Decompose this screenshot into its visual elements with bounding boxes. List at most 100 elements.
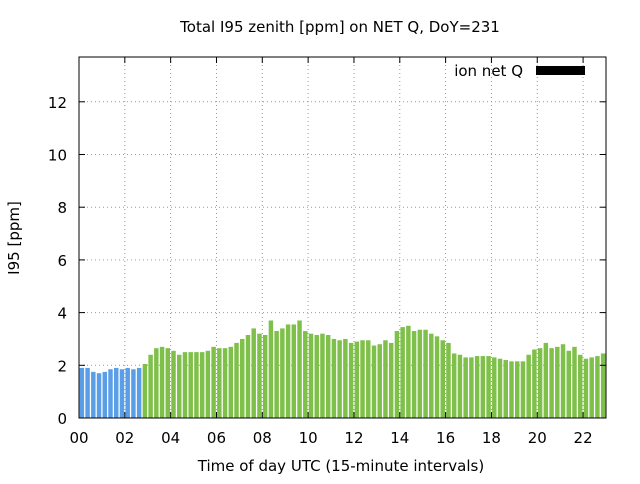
bar	[194, 352, 199, 418]
bars-layer	[79, 320, 606, 418]
bar	[131, 369, 136, 418]
bar	[234, 342, 239, 418]
x-tick-label: 16	[436, 429, 455, 447]
bar	[136, 367, 142, 418]
bar	[274, 331, 279, 418]
bar	[377, 344, 382, 418]
bar	[343, 338, 348, 418]
y-tick-label: 8	[57, 199, 67, 217]
bar	[354, 341, 360, 418]
bar	[148, 354, 153, 418]
bar	[406, 325, 411, 418]
bar	[429, 333, 434, 418]
bar	[297, 320, 302, 418]
bar	[171, 350, 176, 418]
bar	[177, 354, 182, 418]
bar	[400, 327, 405, 418]
bar	[251, 328, 256, 418]
y-tick-label: 10	[48, 146, 67, 164]
bar	[108, 369, 113, 418]
x-tick-label: 06	[207, 429, 226, 447]
bar	[555, 346, 560, 418]
x-tick-label: 12	[344, 429, 363, 447]
bar	[388, 342, 394, 418]
bar	[205, 350, 211, 418]
bar	[492, 357, 497, 418]
bar	[537, 348, 543, 418]
bar	[291, 324, 297, 418]
x-tick-label: 10	[299, 429, 318, 447]
y-tick-label: 6	[57, 252, 67, 270]
bar	[331, 338, 337, 418]
bar	[583, 358, 589, 418]
bar	[383, 340, 388, 418]
y-tick-label: 4	[57, 305, 67, 323]
bar	[211, 346, 216, 418]
bar	[222, 348, 228, 418]
bar	[159, 346, 165, 418]
bar	[434, 336, 440, 418]
bar	[371, 345, 377, 418]
bar	[549, 348, 554, 418]
bar	[165, 348, 171, 418]
bar	[217, 348, 222, 418]
bar	[589, 357, 594, 418]
bar	[325, 334, 331, 418]
bar	[451, 353, 457, 418]
bar	[102, 371, 108, 418]
bar	[463, 357, 468, 418]
bar	[182, 352, 188, 418]
x-tick-label: 08	[253, 429, 272, 447]
bar	[497, 358, 503, 418]
bar	[446, 342, 451, 418]
bar	[600, 353, 606, 418]
bar	[245, 334, 251, 418]
grid-layer	[79, 57, 606, 418]
bar	[96, 373, 102, 418]
bar	[486, 356, 491, 418]
y-tick-label: 0	[57, 410, 67, 428]
bar	[257, 333, 262, 418]
bar	[411, 331, 417, 418]
bar	[366, 340, 371, 418]
bar	[199, 352, 205, 418]
bar	[566, 350, 572, 418]
bar	[417, 329, 423, 418]
bar	[228, 346, 234, 418]
bar	[480, 356, 486, 418]
bar	[337, 340, 342, 418]
bar	[520, 361, 526, 418]
bar	[440, 340, 445, 418]
bar	[119, 369, 125, 418]
bar	[423, 329, 428, 418]
bar	[577, 354, 583, 418]
bar	[474, 356, 480, 418]
bar	[595, 356, 600, 418]
bar	[572, 346, 577, 418]
bar	[308, 333, 314, 418]
bar	[125, 367, 130, 418]
bar	[560, 344, 566, 418]
chart-title: Total I95 zenith [ppm] on NET Q, DoY=231	[179, 18, 500, 36]
bar	[320, 333, 325, 418]
bar	[285, 324, 291, 418]
y-axis-label: I95 [ppm]	[5, 201, 23, 275]
bar	[314, 334, 319, 418]
bar	[303, 331, 308, 418]
bar	[154, 348, 159, 418]
bar	[85, 367, 90, 418]
x-tick-label: 18	[482, 429, 501, 447]
bar	[543, 342, 549, 418]
bar	[360, 340, 365, 418]
bar	[526, 354, 531, 418]
bar	[188, 352, 193, 418]
x-tick-label: 20	[528, 429, 547, 447]
x-tick-label: 14	[390, 429, 409, 447]
bar	[91, 371, 96, 418]
bar	[394, 331, 400, 418]
bar	[262, 334, 268, 418]
bar	[514, 361, 520, 418]
legend-swatch	[536, 66, 585, 75]
y-tick-label: 12	[48, 94, 67, 112]
